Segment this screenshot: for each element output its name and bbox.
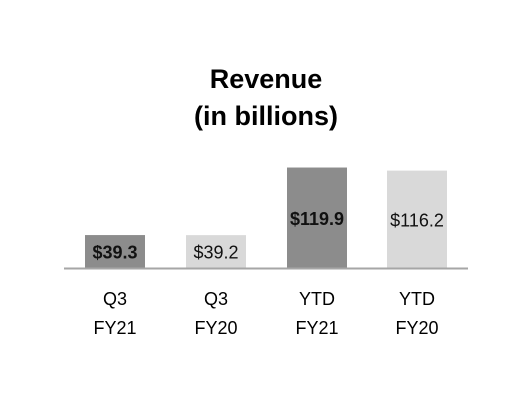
category-label-1-line-1: FY20 (194, 318, 237, 338)
data-label-1: $39.2 (193, 243, 238, 263)
bar-3 (387, 170, 447, 268)
bar-0 (85, 235, 145, 268)
category-label-3-line-0: YTD (399, 289, 435, 309)
data-label-0: $39.3 (92, 243, 137, 263)
category-label-0-line-0: Q3 (103, 289, 127, 309)
bar-1 (186, 235, 246, 268)
category-label-0-line-1: FY21 (93, 318, 136, 338)
category-label-1-line-0: Q3 (204, 289, 228, 309)
category-label-3-line-1: FY20 (395, 318, 438, 338)
bar-2 (287, 167, 347, 268)
data-label-2: $119.9 (290, 209, 344, 229)
category-label-2-line-0: YTD (299, 289, 335, 309)
category-labels-group: Q3 FY21 Q3 FY20 YTD FY21 YTD FY20 (93, 289, 438, 338)
category-label-2-line-1: FY21 (295, 318, 338, 338)
chart-title: Revenue (210, 64, 323, 94)
chart-subtitle: (in billions) (194, 101, 338, 131)
bars-group: $39.3 $39.2 $119.9 $116.2 (85, 167, 447, 268)
data-label-3: $116.2 (390, 210, 444, 230)
